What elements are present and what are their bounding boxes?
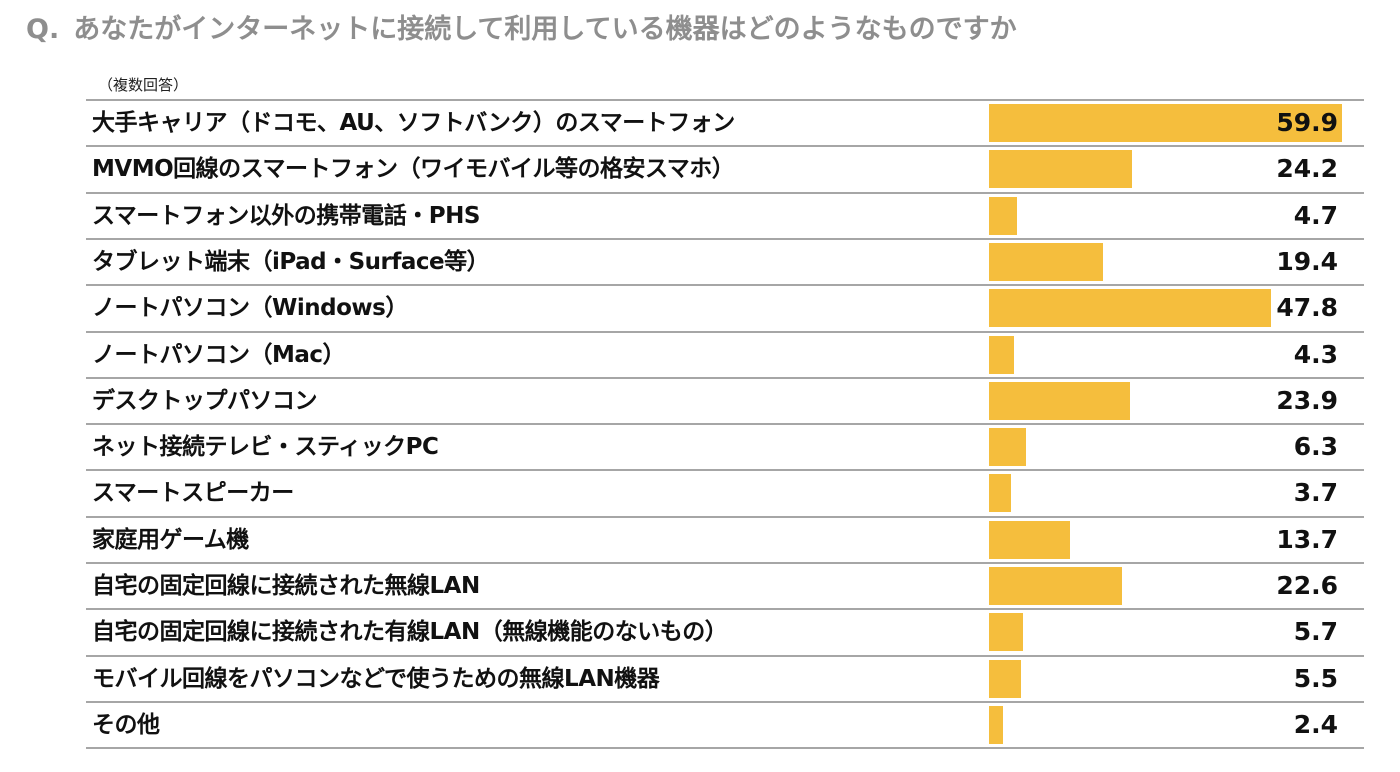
category-label: ネット接続テレビ・スティックPC <box>92 434 439 461</box>
value-label: 47.8 <box>1276 293 1338 323</box>
row-divider <box>86 747 1364 750</box>
row-divider <box>86 562 1364 564</box>
value-label: 5.7 <box>1293 617 1338 647</box>
bar <box>989 428 1027 467</box>
category-label: その他 <box>92 711 160 738</box>
bar <box>989 104 1343 142</box>
category-label: スマートスピーカー <box>92 480 294 507</box>
row-divider <box>86 330 1364 333</box>
question-prefix: Q. <box>26 14 60 45</box>
row-divider <box>86 608 1364 611</box>
value-label: 23.9 <box>1276 385 1338 415</box>
multiple-answer-note: （複数回答） <box>98 76 189 94</box>
row-divider <box>86 469 1364 472</box>
bar <box>989 659 1022 698</box>
category-label: ノートパソコン（Windows） <box>92 295 408 322</box>
category-label: ノートパソコン（Mac） <box>92 341 346 368</box>
bar <box>989 705 1004 744</box>
category-label: 家庭用ゲーム機 <box>92 526 249 553</box>
row-divider <box>86 423 1364 426</box>
category-label: MVMO回線のスマートフォン（ワイモバイル等の格安スマホ） <box>92 156 735 183</box>
value-label: 24.2 <box>1276 154 1338 184</box>
row-divider <box>86 145 1364 148</box>
bar <box>989 381 1130 420</box>
bar <box>989 335 1015 374</box>
category-label: 大手キャリア（ドコモ、AU、ソフトバンク）のスマートフォン <box>92 110 735 136</box>
value-label: 13.7 <box>1276 524 1338 554</box>
value-label: 4.3 <box>1293 339 1338 369</box>
bar <box>989 474 1011 513</box>
value-label: 19.4 <box>1276 246 1338 276</box>
category-label: スマートフォン以外の携帯電話・PHS <box>92 202 480 229</box>
row-divider <box>86 284 1364 287</box>
value-label: 4.7 <box>1293 200 1338 230</box>
row-divider <box>86 654 1364 657</box>
bar <box>989 567 1123 605</box>
bar <box>989 196 1017 235</box>
bar <box>989 242 1104 281</box>
row-divider <box>86 515 1364 518</box>
value-label: 2.4 <box>1293 709 1338 739</box>
bar <box>989 520 1070 559</box>
value-label: 3.7 <box>1293 478 1338 508</box>
category-label: デスクトップパソコン <box>92 387 318 414</box>
category-label: 自宅の固定回線に接続された無線LAN <box>92 573 480 599</box>
row-divider <box>86 376 1364 379</box>
question-title: Q. あなたがインターネットに接続して利用している機器はどのようなものですか <box>26 10 1017 50</box>
bar <box>989 150 1132 189</box>
category-label: 自宅の固定回線に接続された有線LAN（無線機能のないもの） <box>92 619 728 646</box>
category-label: モバイル回線をパソコンなどで使うための無線LAN機器 <box>92 665 660 692</box>
chart-top-rule <box>86 99 1364 101</box>
value-label: 22.6 <box>1276 571 1338 600</box>
row-divider <box>86 700 1364 703</box>
value-label: 59.9 <box>1276 108 1338 137</box>
category-label: タブレット端末（iPad・Surface等） <box>92 248 490 275</box>
row-divider <box>86 191 1364 194</box>
question-text: あなたがインターネットに接続して利用している機器はどのようなものですか <box>73 14 1017 45</box>
value-label: 5.5 <box>1293 663 1338 693</box>
row-divider <box>86 237 1364 240</box>
bar <box>989 613 1023 652</box>
value-label: 6.3 <box>1293 432 1338 462</box>
bar <box>989 289 1272 328</box>
